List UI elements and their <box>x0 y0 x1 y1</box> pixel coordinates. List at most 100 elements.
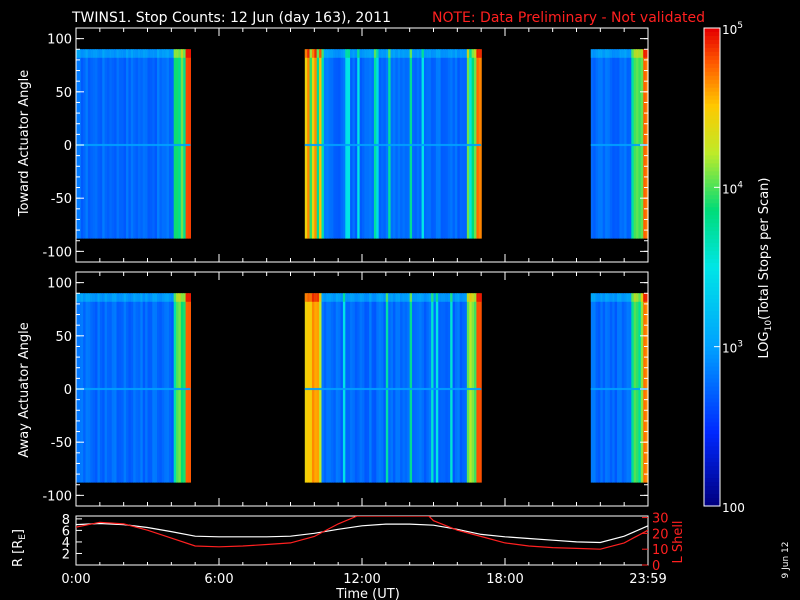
heatmap-column <box>121 49 125 239</box>
heatmap-cell <box>147 49 151 58</box>
heatmap-column <box>171 293 175 483</box>
heatmap-cell <box>133 293 137 302</box>
y-tick-label: 0 <box>64 139 72 154</box>
heatmap-column <box>388 293 392 483</box>
heatmap-cell <box>390 49 394 58</box>
heatmap-column <box>92 293 96 483</box>
heatmap-column <box>359 293 363 483</box>
heatmap-cell <box>478 49 482 58</box>
heatmap-cell <box>338 293 342 302</box>
colorbar-cell <box>704 167 720 172</box>
colorbar-cell <box>704 255 720 260</box>
heatmap-column <box>111 49 115 239</box>
heatmap-column <box>476 49 480 239</box>
heatmap-column <box>326 49 330 239</box>
heatmap-cell <box>419 49 423 58</box>
heatmap-cell <box>381 293 385 302</box>
heatmap-cell <box>445 293 449 302</box>
heatmap-cell <box>123 293 127 302</box>
heatmap-column <box>412 49 416 239</box>
heatmap-cell <box>137 49 141 58</box>
colorbar-cell <box>704 79 720 85</box>
heatmap-column <box>419 49 423 239</box>
heatmap-cell <box>149 293 153 302</box>
heatmap-cell <box>428 293 432 302</box>
heatmap-cell <box>371 293 375 302</box>
colorbar-cell <box>704 458 720 463</box>
colorbar-cell <box>704 478 720 483</box>
colorbar-tick-label: 103 <box>722 340 743 356</box>
heatmap-column <box>362 49 365 239</box>
heatmap-column <box>633 49 637 239</box>
heatmap-cell <box>478 293 482 302</box>
heatmap-column <box>323 293 327 483</box>
colorbar-cell <box>704 211 720 216</box>
heatmap-column <box>152 49 156 239</box>
heatmap-cell <box>121 49 125 58</box>
y-tick-label: 100 <box>47 33 72 48</box>
heatmap-column <box>640 293 644 483</box>
heatmap-cell <box>92 49 96 58</box>
heatmap-column <box>157 49 161 239</box>
heatmap-cell <box>80 293 84 302</box>
heatmap-cell <box>326 49 330 58</box>
heatmap-cell <box>435 293 439 302</box>
heatmap-column <box>614 49 618 239</box>
tick-base: 10 <box>722 182 737 196</box>
heatmap-column <box>333 293 337 483</box>
colorbar-cell <box>704 55 720 61</box>
colorbar-cell <box>704 474 720 479</box>
heatmap-column <box>423 49 427 239</box>
heatmap-column <box>602 49 606 239</box>
heatmap-column <box>407 293 411 483</box>
colorbar-cell <box>704 498 720 503</box>
heatmap-cell <box>180 293 184 302</box>
heatmap-column <box>590 49 594 239</box>
heatmap-cell <box>126 293 130 302</box>
heatmap-cell <box>76 293 79 302</box>
heatmap-cell <box>395 49 399 58</box>
colorbar-cell <box>704 326 720 332</box>
heatmap-column <box>121 293 125 483</box>
heatmap-cell <box>595 49 599 58</box>
heatmap-column <box>381 49 385 239</box>
heatmap-cell <box>311 293 315 302</box>
colorbar-cell <box>704 259 720 264</box>
heatmap-column <box>123 293 127 483</box>
heatmap-cell <box>319 293 323 302</box>
heatmap-column <box>145 49 149 239</box>
heatmap-column <box>376 49 380 239</box>
zero-angle-stripe <box>590 143 648 147</box>
heatmap-cell <box>185 49 189 58</box>
heatmap-column <box>359 49 363 239</box>
heatmap-column <box>421 49 425 239</box>
heatmap-cell <box>357 293 361 302</box>
heatmap-cell <box>314 293 318 302</box>
heatmap-cell <box>602 293 606 302</box>
x-tick-label: 0:00 <box>61 572 90 587</box>
heatmap-cell <box>628 293 632 302</box>
heatmap-column <box>188 293 191 483</box>
heatmap-cell <box>369 49 373 58</box>
heatmap-cell <box>173 49 177 58</box>
heatmap-cell <box>609 293 613 302</box>
heatmap-column <box>85 293 89 483</box>
heatmap-column <box>409 293 413 483</box>
heatmap-cell <box>335 49 339 58</box>
heatmap-cell <box>78 49 82 58</box>
colorbar-cell <box>704 382 720 388</box>
heatmap-cell <box>168 49 172 58</box>
heatmap-column <box>309 293 313 483</box>
heatmap-column <box>414 293 418 483</box>
heatmap-column <box>404 293 408 483</box>
colorbar-cell <box>704 426 720 431</box>
y-tick-label: 50 <box>55 86 72 101</box>
heatmap-column <box>102 49 106 239</box>
heatmap-column <box>147 293 151 483</box>
heatmap-cell <box>617 49 620 58</box>
heatmap-column <box>390 293 394 483</box>
colorbar-tick-label: 100 <box>722 501 745 515</box>
heatmap-column <box>309 49 313 239</box>
heatmap-cell <box>597 49 601 58</box>
heatmap-cell <box>595 293 599 302</box>
